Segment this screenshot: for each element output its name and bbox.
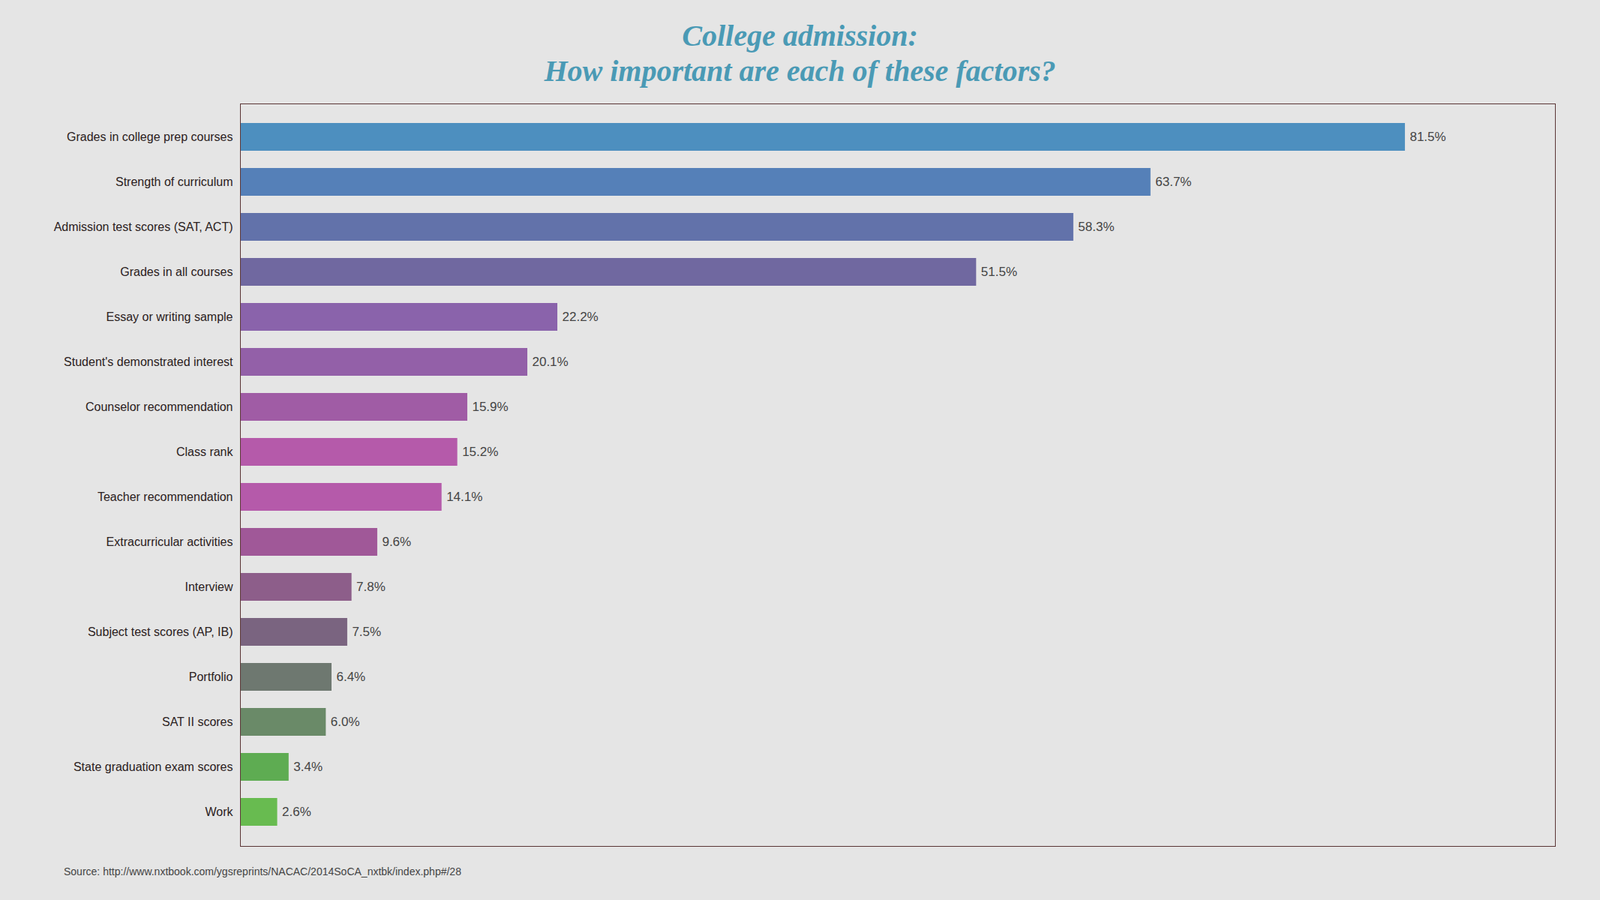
svg-text:Strength of curriculum: Strength of curriculum <box>115 175 234 189</box>
svg-text:Teacher recommendation: Teacher recommendation <box>97 490 234 504</box>
html-text:College admission:: College admission: <box>682 18 918 53</box>
svg-text:14.1%: 14.1% <box>446 489 483 505</box>
svg-text:20.1%: 20.1% <box>531 354 568 370</box>
svg-text:58.3%: 58.3% <box>1077 219 1114 235</box>
svg-text:Work: Work <box>204 805 234 819</box>
svg-text:Admission test scores (SAT, AC: Admission test scores (SAT, ACT) <box>54 220 234 234</box>
svg-text:Subject test scores (AP, IB): Subject test scores (AP, IB) <box>87 625 234 639</box>
svg-text:22.2%: 22.2% <box>562 309 599 325</box>
svg-text:Student's demonstrated interes: Student's demonstrated interest <box>63 355 234 369</box>
svg-text:7.8%: 7.8% <box>356 579 386 595</box>
svg-text:State graduation exam scores: State graduation exam scores <box>73 760 234 774</box>
svg-text:Grades in all courses: Grades in all courses <box>120 265 233 279</box>
svg-text:15.2%: 15.2% <box>462 444 499 460</box>
svg-text:9.6%: 9.6% <box>381 534 412 550</box>
svg-text:Portfolio: Portfolio <box>189 670 234 684</box>
svg-text:Essay or writing sample: Essay or writing sample <box>106 310 234 324</box>
svg-text:Extracurricular activities: Extracurricular activities <box>106 535 234 549</box>
svg-text:6.4%: 6.4% <box>336 669 366 685</box>
svg-text:3.4%: 3.4% <box>293 759 323 775</box>
svg-text:6.0%: 6.0% <box>330 714 361 730</box>
html-text:Source: http://www.nxtbook.com: Source: http://www.nxtbook.com/ygsreprin… <box>63 865 462 878</box>
svg-text:SAT II scores: SAT II scores <box>162 715 234 729</box>
svg-text:63.7%: 63.7% <box>1155 174 1192 190</box>
svg-text:15.9%: 15.9% <box>471 399 508 415</box>
html-text:How important are each of thes: How important are each of these factors? <box>544 54 1056 88</box>
svg-text:7.5%: 7.5% <box>351 624 382 640</box>
svg-text:Class rank: Class rank <box>176 445 235 459</box>
svg-text:81.5%: 81.5% <box>1409 129 1446 145</box>
svg-text:51.5%: 51.5% <box>981 264 1018 280</box>
svg-text:Counselor recommendation: Counselor recommendation <box>85 400 234 414</box>
svg-text:Interview: Interview <box>184 580 233 594</box>
svg-text:2.6%: 2.6% <box>282 804 312 820</box>
svg-text:Grades in college prep courses: Grades in college prep courses <box>66 130 233 144</box>
